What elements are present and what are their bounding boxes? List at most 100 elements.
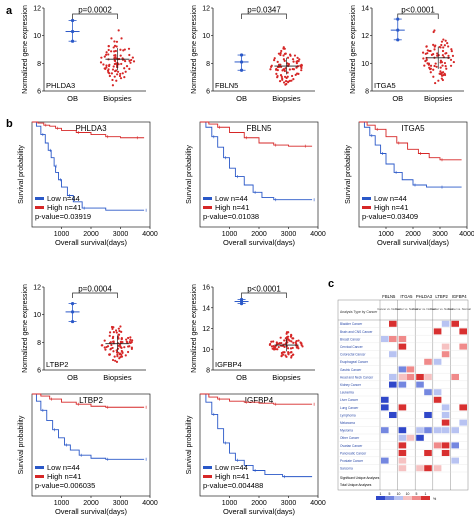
biopsy-point [274,345,277,349]
p-value-label: p-value=0.01038 [203,212,259,221]
gene-column-header: FBLN5 [382,294,396,299]
heatmap-cell [441,343,450,350]
biopsy-point [298,58,301,61]
biopsy-point [424,52,427,55]
scale-swatch [376,496,385,500]
biopsy-point [425,45,428,48]
heatmap-cell [459,404,467,411]
biopsy-point [291,346,294,350]
x-tick-label: 1000 [222,231,238,238]
legend-label-high: High n=41 [47,472,81,481]
legend-swatch-high [362,206,371,209]
biopsy-point [113,75,116,78]
scale-title: % [433,497,437,501]
biopsy-point [285,76,288,80]
biopsy-point [125,65,129,68]
biopsy-point [111,68,115,71]
heatmap-cell [441,419,450,426]
biopsy-point [281,69,284,72]
biopsy-point [421,51,425,54]
x-tick-label: 4000 [142,500,158,507]
biopsy-point [439,70,442,73]
biopsy-point [111,346,114,350]
biopsy-point [108,353,112,356]
biopsy-point [447,45,450,48]
biopsy-point [292,337,295,340]
x-axis-label: Overall survival(days) [55,507,128,516]
biopsy-point [270,345,274,348]
biopsy-point [439,66,442,69]
p-value-label: p-value=0.006035 [35,481,95,490]
scale-swatch [421,496,430,500]
biopsy-point [297,60,300,63]
scatter-panel-ltbp2: 6 8 10 12 Normalized gene expression OB Biopsi… [22,284,146,382]
biopsy-point [290,356,293,359]
legend-swatch-low [203,197,212,200]
heatmap-cell [424,389,432,396]
x-tick-label: 1000 [378,231,394,238]
scale-swatch [394,496,403,500]
biopsy-point [278,80,282,83]
legend-label-high: High n=41 [215,472,249,481]
biopsy-point [123,346,126,349]
x-category-label: OB [67,373,78,382]
biopsy-point [438,45,441,49]
biopsy-point [103,339,106,342]
biopsy-point [105,53,108,56]
biopsy-point [116,70,120,73]
heatmap-cell [459,419,467,426]
column-subheader: Cancer vs. Normal [448,307,472,311]
biopsy-point [124,60,127,63]
heatmap-cell [398,465,407,472]
heatmap-cell [433,465,442,472]
x-tick-label: 3000 [432,231,448,238]
x-tick-label: 2000 [251,500,267,507]
scatter-panel-phlda3: 6 8 10 12 Normalized gene expression OB Biopsi… [22,5,146,103]
gene-column-header: PHLDA3 [416,294,433,299]
heatmap-cell [406,366,415,373]
biopsy-point [443,44,446,47]
x-tick-label: 2000 [405,231,421,238]
heatmap-cell [424,465,432,472]
significant-analyses-label: Significant Unique Analyses [340,476,380,480]
biopsy-point [103,67,106,70]
biopsy-point [130,58,133,62]
biopsy-point [276,348,279,351]
x-axis-label: Overall survival(days) [377,238,450,247]
heatmap-cell [398,434,407,441]
biopsy-point [114,49,117,53]
biopsy-point [282,46,285,49]
gene-column-header: ITGA5 [400,294,413,299]
x-tick-label: 3000 [113,500,129,507]
x-axis-label: Overall survival(days) [223,238,296,247]
gene-label: IGFBP4 [215,360,242,369]
cancer-row-label: Head and Neck Cancer [340,375,374,379]
heatmap-cell [398,366,407,373]
heatmap-cell [381,396,389,403]
cancer-row-label: Prostate Cancer [340,459,364,463]
biopsy-point [288,79,291,82]
km-curve-low [32,393,145,460]
biopsy-point [276,69,279,72]
biopsy-point [429,49,432,53]
scale-tick-label: 10 [397,492,401,496]
biopsy-point [433,48,436,51]
x-axis-label: Overall survival(days) [55,238,128,247]
biopsy-point [432,68,435,71]
biopsy-point [114,359,117,362]
biopsy-point [113,50,116,53]
column-subheader: Cancer vs. Normal [430,307,454,311]
legend-swatch-low [203,466,212,469]
heatmap-cell [441,351,450,358]
biopsy-point [443,61,447,65]
heatmap-cell [398,457,407,464]
biopsy-point [112,46,115,49]
biopsy-point [130,346,133,349]
km-panel-ltbp2: 1000 2000 3000 4000 Overall survival(days) Su… [18,393,158,516]
heatmap-cell [406,434,415,441]
heatmap-cell [416,381,424,388]
x-tick-label: 3000 [113,231,129,238]
scale-tick-label: 10 [406,492,410,496]
biopsy-point [278,342,281,345]
panel-label-c: c [328,278,334,290]
